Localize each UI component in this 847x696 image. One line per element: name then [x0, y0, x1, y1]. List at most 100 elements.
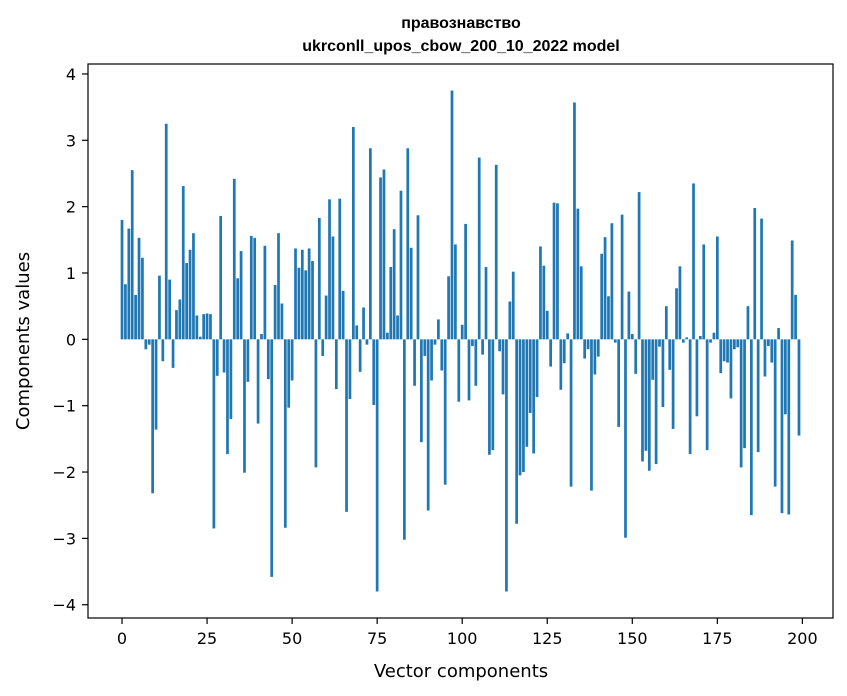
bar [382, 169, 386, 340]
y-tick-label: 2 [66, 198, 76, 217]
bar [365, 339, 369, 345]
bar [368, 148, 372, 340]
bar [695, 339, 699, 417]
bar [178, 299, 182, 340]
bar [613, 339, 617, 343]
bar [664, 306, 668, 340]
bar [573, 102, 576, 340]
bar [709, 339, 712, 343]
plot-frame [87, 63, 834, 619]
bar [579, 266, 583, 340]
bar [219, 215, 223, 340]
bar [283, 339, 287, 528]
bar [739, 339, 743, 468]
bar [508, 301, 512, 340]
bar [188, 249, 192, 340]
bar [134, 294, 137, 340]
bar [226, 339, 229, 455]
bar [144, 339, 148, 350]
bar [205, 313, 209, 340]
bar [290, 339, 294, 381]
bar [181, 186, 185, 340]
y-axis-label: Components values [13, 252, 34, 430]
bar [307, 248, 311, 340]
bar [525, 339, 529, 447]
bar [222, 339, 226, 373]
bar [246, 339, 250, 382]
bar [467, 339, 471, 401]
bar [773, 339, 777, 487]
bars [120, 90, 801, 592]
bar [566, 333, 570, 340]
bar [787, 339, 791, 515]
bar [641, 339, 644, 462]
bar [539, 246, 542, 340]
bar [607, 296, 610, 340]
bar [192, 233, 195, 340]
bar [215, 339, 219, 376]
bar [413, 339, 416, 386]
y-tick-label: −2 [52, 463, 76, 482]
bar [494, 164, 498, 340]
bar [372, 339, 376, 406]
bar [545, 310, 549, 340]
bar [576, 208, 580, 340]
y-tick-label: −4 [52, 596, 76, 615]
bar [430, 339, 433, 381]
x-tick-label: 125 [532, 629, 563, 648]
bar [515, 339, 518, 524]
bar [236, 278, 240, 340]
bar [784, 339, 787, 415]
bar [409, 247, 413, 340]
bar [386, 332, 389, 340]
bar [338, 198, 342, 340]
bar [141, 257, 144, 340]
bar [294, 248, 297, 340]
bar [127, 228, 131, 340]
bar [256, 339, 260, 424]
bar [280, 303, 284, 340]
bar [668, 339, 672, 370]
bar [678, 266, 682, 340]
bar [212, 339, 216, 529]
bar [450, 90, 454, 340]
bar [137, 237, 141, 340]
bar [464, 223, 467, 340]
bar [634, 339, 638, 374]
bar [202, 314, 206, 340]
x-tick-label: 25 [197, 629, 217, 648]
bar [661, 339, 665, 408]
bar [501, 339, 505, 395]
bar [736, 339, 740, 348]
bar [511, 271, 515, 340]
bar [702, 244, 706, 340]
bar [698, 336, 702, 340]
y-tick-label: 1 [66, 264, 76, 283]
bar [488, 339, 491, 455]
x-axis-label: Vector components [374, 661, 548, 682]
bar [120, 219, 124, 340]
bar [440, 339, 444, 371]
bar [161, 339, 165, 362]
bar [705, 339, 709, 451]
bar [420, 339, 423, 443]
bar [777, 328, 780, 340]
bar [719, 339, 723, 374]
bar [273, 284, 277, 340]
bar [195, 315, 199, 340]
bar [331, 236, 335, 340]
bar [253, 237, 257, 340]
bar [593, 339, 597, 375]
bar [797, 339, 801, 436]
bar [324, 295, 328, 340]
bar [726, 339, 729, 363]
bar [454, 244, 457, 340]
bar [362, 307, 365, 340]
bar [722, 339, 726, 362]
bar [712, 332, 716, 340]
bar [151, 339, 154, 494]
bar [685, 337, 689, 340]
bar [617, 339, 621, 427]
bar [658, 339, 661, 347]
bar [471, 339, 474, 346]
